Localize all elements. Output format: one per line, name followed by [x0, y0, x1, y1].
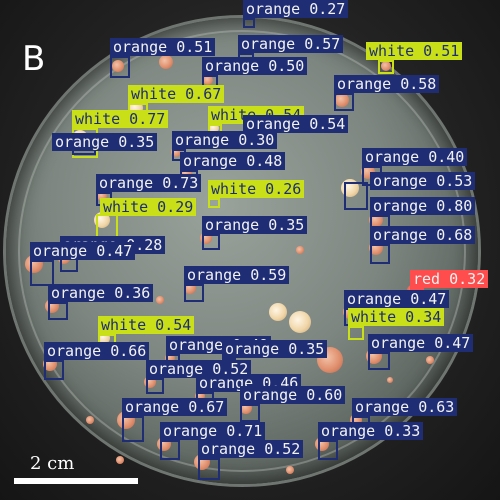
detection-label-orange: orange 0.53: [370, 172, 476, 190]
colony-orange: [165, 353, 175, 363]
colony-orange: [159, 55, 173, 69]
detection-box-orange: [318, 440, 338, 460]
detection-label-orange: orange 0.80: [370, 197, 476, 215]
detection-label-white: white 0.77: [72, 110, 169, 128]
detection-label-orange: orange 0.40: [362, 148, 468, 166]
colony-orange: [203, 75, 213, 85]
detection-label-orange: orange 0.73: [96, 174, 202, 192]
colony-orange: [86, 416, 94, 424]
petri-dish-rim: [18, 30, 466, 472]
colony-orange: [156, 296, 164, 304]
colony-orange: [97, 191, 107, 201]
detection-label-orange: orange 0.47: [368, 334, 474, 352]
detection-box-orange: [160, 440, 180, 460]
detection-label-white: white 0.67: [128, 85, 225, 103]
detection-label-orange: orange 0.57: [238, 35, 344, 53]
detection-label-white: white 0.51: [366, 42, 463, 60]
colony-orange: [426, 356, 434, 364]
detection-box-orange: [344, 182, 368, 210]
colony-white: [209, 123, 219, 133]
detection-label-orange: orange 0.67: [122, 398, 228, 416]
detection-label-white: white 0.54: [98, 316, 195, 334]
detection-label-orange: orange 0.35: [202, 216, 308, 234]
colony-orange: [335, 93, 349, 107]
detection-box-orange: [370, 244, 390, 264]
colony-orange: [195, 391, 205, 401]
colony-orange: [387, 377, 393, 383]
detection-label-orange: orange 0.50: [202, 57, 308, 75]
detection-box-orange: [44, 360, 64, 380]
detection-box-orange: [198, 458, 220, 480]
detection-box-white: [348, 326, 364, 340]
colony-orange: [171, 147, 181, 157]
colony-orange: [116, 456, 124, 464]
detection-box-orange: [122, 416, 144, 442]
detection-box-orange: [48, 302, 68, 320]
colony-orange: [296, 246, 304, 254]
detection-label-red: red 0.32: [410, 270, 489, 288]
detection-label-orange: orange 0.35: [222, 340, 328, 358]
detection-label-orange: orange 0.33: [318, 422, 424, 440]
colony-orange: [381, 61, 391, 71]
detection-box-orange: [184, 284, 204, 302]
detection-label-orange: orange 0.63: [352, 398, 458, 416]
scale-bar: [14, 478, 138, 484]
detection-label-white: white 0.26: [208, 180, 305, 198]
detection-label-orange: orange 0.66: [44, 342, 150, 360]
detection-label-orange: orange 0.60: [240, 386, 346, 404]
detection-label-white: white 0.34: [348, 308, 445, 326]
detection-label-orange: orange 0.58: [334, 75, 440, 93]
detection-box-white: [208, 198, 220, 208]
detection-label-orange: orange 0.54: [243, 115, 349, 133]
detection-label-orange: orange 0.71: [160, 422, 266, 440]
detection-box-orange: [30, 260, 54, 286]
detection-label-orange: orange 0.27: [243, 0, 349, 18]
panel-letter: B: [22, 39, 46, 79]
detection-label-orange: orange 0.48: [180, 152, 286, 170]
colony-white: [269, 303, 287, 321]
colony-orange: [112, 60, 124, 72]
detection-label-orange: orange 0.68: [370, 226, 476, 244]
detection-label-orange: orange 0.51: [110, 38, 216, 56]
detection-box-orange: [243, 18, 255, 28]
detection-label-orange: orange 0.30: [172, 131, 278, 149]
detection-label-orange: orange 0.59: [184, 266, 290, 284]
colony-white: [94, 212, 110, 228]
detection-label-orange: orange 0.52: [146, 360, 252, 378]
detection-box-orange: [334, 93, 354, 111]
detection-label-orange: orange 0.35: [52, 133, 158, 151]
detection-label-orange: orange 0.47: [30, 242, 136, 260]
scale-bar-label: 2 cm: [30, 453, 75, 474]
detection-box-orange: [146, 378, 164, 394]
detection-box-orange: [368, 352, 390, 370]
detection-box-orange: [202, 234, 220, 250]
detection-box-white: [96, 214, 118, 238]
detection-label-orange: orange 0.52: [198, 440, 304, 458]
detection-label-orange: orange 0.36: [48, 284, 154, 302]
colony-white: [289, 311, 311, 333]
detection-box-white: [378, 60, 394, 74]
detection-box-orange: [240, 404, 260, 422]
detection-box-orange: [110, 56, 130, 78]
colony-orange: [286, 466, 294, 474]
detection-label-orange: orange 0.47: [344, 290, 450, 308]
detection-label-white: white 0.29: [100, 198, 197, 216]
